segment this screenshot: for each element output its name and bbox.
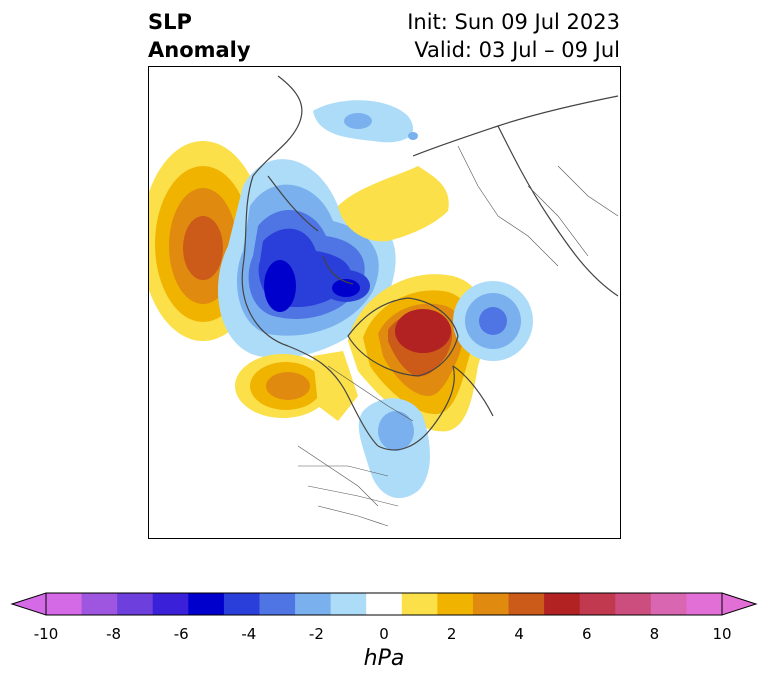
valid-range: Valid: 03 Jul – 09 Jul xyxy=(414,38,620,62)
colorbar-tick-label: -6 xyxy=(173,625,189,643)
gulf-alaska-high-contours xyxy=(235,351,358,421)
colorbar-bin xyxy=(152,593,189,615)
colorbar-bin xyxy=(223,593,260,615)
colorbar-bin xyxy=(366,593,403,615)
anomaly-map xyxy=(148,66,621,539)
colorbar-bin xyxy=(650,593,687,615)
colorbar-tick-label: -2 xyxy=(308,625,324,643)
coastlines xyxy=(241,75,619,451)
colorbar-bin xyxy=(615,593,652,615)
colorbar-frame xyxy=(45,592,723,616)
colorbar-tick-label: -4 xyxy=(241,625,257,643)
colorbar-tick-label: 8 xyxy=(649,625,660,643)
colorbar-unit: hPa xyxy=(363,646,405,671)
title-variable: Anomaly xyxy=(148,38,251,62)
colorbar-tick-label: -10 xyxy=(33,625,59,643)
map-frame xyxy=(148,66,621,539)
colorbar-bin xyxy=(188,593,225,615)
colorbar-tick-label: -8 xyxy=(106,625,122,643)
colorbar-tick-label: 10 xyxy=(712,625,732,643)
colorbar-extend-max xyxy=(721,592,758,616)
norwegian-sea-low-contours xyxy=(453,281,533,361)
title-right: Init: Sun 09 Jul 2023 Valid: 03 Jul – 09… xyxy=(407,8,620,64)
colorbar-tick-label: 0 xyxy=(379,625,389,643)
arctic-low-contours xyxy=(313,100,418,143)
colorbar-tick-label: 2 xyxy=(446,625,457,643)
colorbar-tick-label: 4 xyxy=(514,625,524,643)
political-borders xyxy=(297,145,619,527)
arctic-high-contours xyxy=(338,166,449,242)
colorbar-bin xyxy=(401,593,438,615)
colorbar-bin xyxy=(472,593,510,615)
title-field: SLP xyxy=(148,10,192,34)
title-left: SLP Anomaly xyxy=(148,8,251,64)
colorbar-bin xyxy=(437,593,474,615)
colorbar-bin xyxy=(686,593,723,615)
colorbar-bin xyxy=(295,593,332,615)
colorbar-bin xyxy=(330,593,367,615)
colorbar-bin xyxy=(259,593,296,615)
colorbar-bin xyxy=(544,593,581,615)
colorbar-bin xyxy=(579,593,616,615)
canada-low-contours xyxy=(218,159,396,358)
colorbar-bin xyxy=(117,593,154,615)
colorbar-extend-min xyxy=(10,592,47,616)
colorbar-bin xyxy=(508,593,545,615)
init-date: Init: Sun 09 Jul 2023 xyxy=(407,10,620,34)
colorbar xyxy=(10,592,758,616)
colorbar-tick-label: 6 xyxy=(582,625,592,643)
colorbar-bin xyxy=(81,593,118,615)
colorbar-bin xyxy=(46,593,83,615)
